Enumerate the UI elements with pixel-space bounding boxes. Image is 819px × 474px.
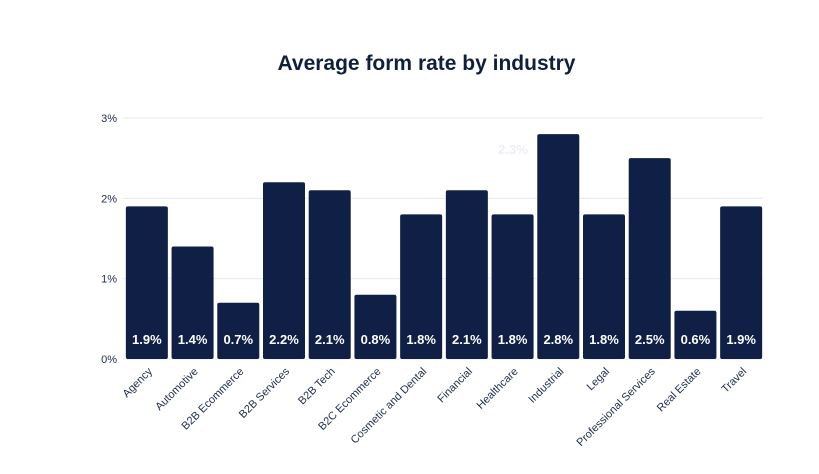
y-tick-label: 1% bbox=[101, 274, 117, 286]
bar bbox=[400, 214, 443, 359]
data-label: 2.8% bbox=[543, 332, 573, 347]
data-label: 1.9% bbox=[726, 332, 756, 347]
bar bbox=[171, 246, 214, 359]
y-tick-label: 0% bbox=[101, 354, 117, 366]
data-label: 1.8% bbox=[406, 332, 436, 347]
category-label: B2B Tech bbox=[296, 366, 338, 408]
data-label: 0.8% bbox=[361, 332, 391, 347]
category-label: Industrial bbox=[526, 366, 566, 406]
bar bbox=[217, 302, 260, 359]
bar bbox=[308, 190, 351, 359]
bar bbox=[263, 182, 305, 359]
bar bbox=[674, 310, 717, 359]
bar bbox=[628, 158, 671, 359]
bar bbox=[583, 214, 625, 359]
data-label: 1.4% bbox=[178, 332, 208, 347]
data-label: 0.6% bbox=[681, 332, 711, 347]
data-label: 1.8% bbox=[498, 332, 528, 347]
category-label: Automotive bbox=[153, 366, 200, 413]
bar bbox=[537, 134, 580, 359]
chart-title: Average form rate by industry bbox=[277, 52, 576, 75]
y-tick-label: 2% bbox=[101, 193, 117, 205]
data-label: 1.8% bbox=[589, 332, 619, 347]
bar bbox=[720, 206, 763, 359]
data-label: 2.1% bbox=[315, 332, 345, 347]
bar bbox=[125, 206, 168, 359]
bar bbox=[491, 214, 534, 359]
ghost-annotation: 2.3% bbox=[498, 142, 528, 157]
category-label: Professional Services bbox=[575, 365, 659, 449]
data-label: 2.5% bbox=[635, 332, 665, 347]
data-label: 1.9% bbox=[132, 332, 162, 347]
data-label: 2.2% bbox=[269, 332, 299, 347]
category-label: Agency bbox=[121, 365, 156, 400]
data-label: 0.7% bbox=[223, 332, 253, 347]
bar bbox=[445, 190, 488, 359]
category-label: Healthcare bbox=[475, 366, 521, 412]
category-label: Cosmetic and Dental bbox=[349, 366, 430, 447]
y-tick-label: 3% bbox=[101, 113, 117, 125]
category-label: Legal bbox=[585, 366, 613, 394]
data-label: 2.1% bbox=[452, 332, 482, 347]
category-label: Travel bbox=[719, 366, 749, 396]
category-label: Financial bbox=[435, 366, 475, 406]
category-label: Real Estate bbox=[655, 366, 704, 415]
bar bbox=[354, 294, 397, 359]
